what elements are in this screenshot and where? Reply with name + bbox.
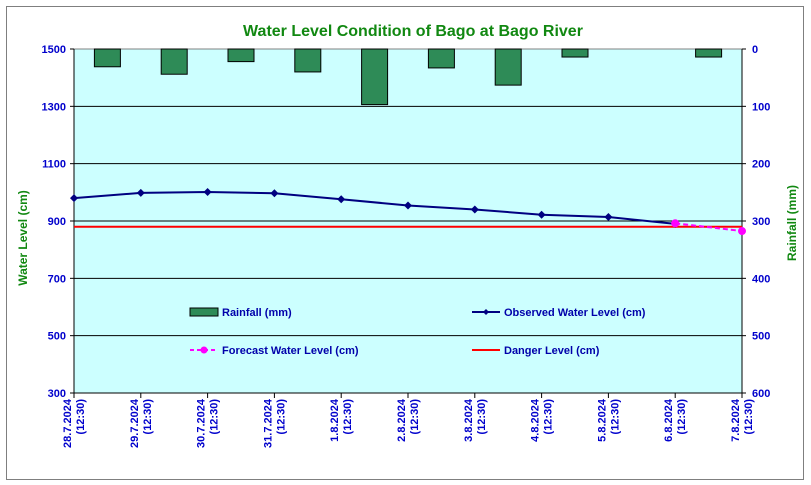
legend-swatch-rainfall [189, 307, 219, 317]
x-tick-label: 4.8.2024 (12:30) [530, 398, 555, 442]
rainfall-bar [93, 48, 121, 68]
y-tick-label: 500 [48, 331, 66, 343]
observed-point [270, 189, 279, 198]
observed-point [203, 188, 212, 197]
y2-tick-label: 200 [752, 159, 770, 171]
observed-water-level-line [73, 191, 676, 225]
y-tick-label: 300 [48, 388, 66, 400]
rainfall-bar [294, 48, 322, 73]
x-tick-label: 31.7.2024 (12:30) [262, 398, 287, 448]
x-tick-time: (12:30) [342, 399, 354, 435]
y-tick-label: 1300 [42, 101, 66, 113]
x-tick-time: (12:30) [409, 399, 421, 435]
y-tick-label: 900 [48, 216, 66, 228]
y-tick-label: 1500 [42, 44, 66, 56]
observed-point [70, 194, 78, 203]
rainfall-bar [160, 48, 188, 75]
rainfall-bar [427, 48, 455, 69]
x-tick-label: 1.8.2024 (12:30) [329, 398, 354, 442]
rainfall-bar [561, 48, 589, 58]
x-tick-label: 28.7.2024 (12:30) [62, 398, 87, 448]
forecast-water-level-line [675, 222, 743, 233]
x-tick-time: (12:30) [609, 399, 621, 435]
x-tick-label: 6.8.2024 (12:30) [663, 398, 688, 442]
y-tick-label: 1100 [42, 159, 66, 171]
legend-label: Observed Water Level (cm) [504, 307, 646, 319]
x-tick-date: 1.8.2024 [329, 398, 341, 442]
y2-tick-label: 600 [752, 388, 770, 400]
x-tick-label: 3.8.2024 (12:30) [463, 398, 488, 442]
observed-point [404, 201, 412, 210]
x-tick-label: 2.8.2024 (12:30) [396, 398, 421, 442]
x-tick-time: (12:30) [676, 399, 688, 435]
x-tick-date: 7.8.2024 [730, 398, 742, 442]
y2-tick-label: 300 [752, 216, 770, 228]
rainfall-bar [227, 48, 255, 63]
rainfall-bar [494, 48, 522, 86]
x-tick-time: (12:30) [209, 399, 221, 435]
legend-item: Forecast Water Level (cm) [190, 345, 359, 357]
x-tick-date: 2.8.2024 [396, 398, 408, 442]
rainfall-bar [695, 48, 723, 58]
x-tick-time: (12:30) [543, 399, 555, 435]
y2-axis-label: Rainfall (mm) [785, 185, 799, 261]
legend-item: Rainfall (mm) [189, 307, 292, 319]
y-axis-label: Water Level (cm) [16, 190, 30, 286]
legend-label: Danger Level (cm) [504, 345, 600, 357]
x-tick-label: 30.7.2024 (12:30) [196, 398, 221, 448]
y-tick-label: 700 [48, 273, 66, 285]
legend-label: Forecast Water Level (cm) [222, 345, 359, 357]
legend-item: Observed Water Level (cm) [472, 307, 646, 319]
legend-label: Rainfall (mm) [222, 307, 292, 319]
x-tick-time: (12:30) [75, 399, 87, 435]
x-tick-date: 6.8.2024 [663, 398, 675, 442]
observed-point [337, 195, 346, 204]
x-tick-label: 7.8.2024 (12:30) [730, 398, 755, 442]
forecast-point [671, 219, 680, 228]
observed-point [136, 188, 145, 197]
y2-tick-label: 100 [752, 101, 770, 113]
rainfall-bar [361, 48, 389, 106]
y2-tick-label: 500 [752, 331, 770, 343]
observed-point [470, 205, 479, 214]
x-tick-time: (12:30) [743, 399, 755, 435]
chart-title: Water Level Condition of Bago at Bago Ri… [243, 23, 583, 40]
x-tick-label: 5.8.2024 (12:30) [596, 398, 621, 442]
x-tick-date: 28.7.2024 [62, 398, 74, 448]
x-tick-time: (12:30) [142, 399, 154, 435]
observed-point [604, 212, 613, 221]
x-tick-date: 29.7.2024 [129, 398, 141, 448]
observed-point [537, 210, 546, 219]
forecast-point [738, 227, 746, 236]
x-tick-date: 4.8.2024 [530, 398, 542, 442]
legend-item: Danger Level (cm) [472, 345, 600, 357]
y2-tick-label: 0 [752, 44, 758, 56]
y2-tick-label: 400 [752, 273, 770, 285]
x-tick-date: 3.8.2024 [463, 398, 475, 442]
x-tick-date: 30.7.2024 [196, 398, 208, 448]
x-tick-date: 31.7.2024 [262, 398, 274, 448]
legend-marker-forecast [200, 346, 208, 354]
x-tick-time: (12:30) [275, 399, 287, 435]
x-tick-date: 5.8.2024 [596, 398, 608, 442]
x-tick-label: 29.7.2024 (12:30) [129, 398, 154, 448]
x-tick-time: (12:30) [476, 399, 488, 435]
legend-marker-observed [483, 309, 489, 315]
